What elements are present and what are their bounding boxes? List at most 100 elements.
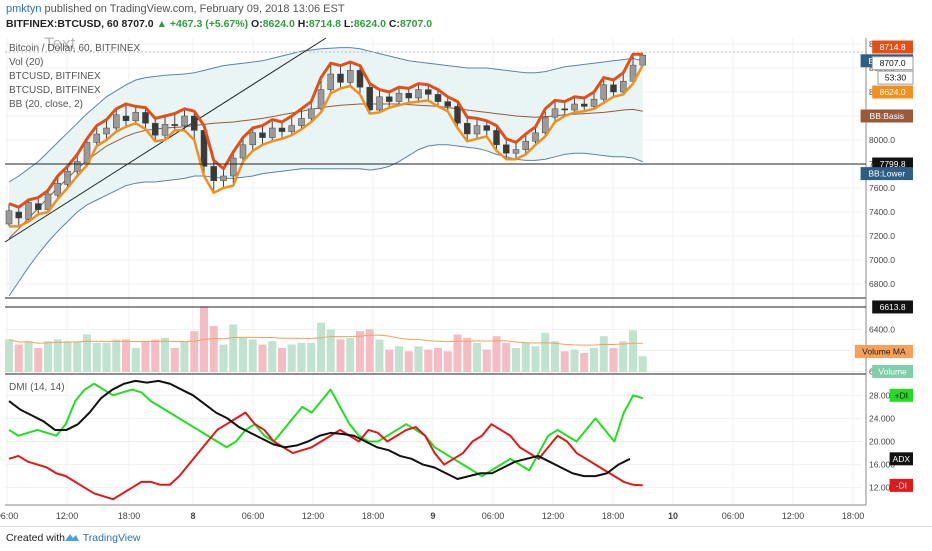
price-axis-label-box <box>872 40 913 54</box>
legend-vol[interactable]: Vol (20) <box>9 57 44 68</box>
price-axis-label: 8707.0 <box>880 58 906 68</box>
candle-body <box>298 118 305 126</box>
volume-bar <box>619 341 628 372</box>
bb-lower-line <box>8 144 643 297</box>
author-link[interactable]: pmktyn <box>6 3 42 15</box>
volume-bar <box>122 339 130 372</box>
volume-bar <box>170 347 179 372</box>
dmi-tick-label: 12.000 <box>869 483 895 493</box>
candle-body <box>434 94 442 102</box>
volume-bar <box>453 334 462 372</box>
volume-bar <box>482 349 491 372</box>
volume-bar <box>34 347 43 372</box>
price-tick-label: 7400.0 <box>869 207 895 217</box>
price-axis-label: BB:Basis <box>870 111 905 121</box>
volume-bar <box>599 336 608 372</box>
close-value: 8707.0 <box>399 18 433 30</box>
candle-body <box>25 202 32 220</box>
candle-body <box>15 211 22 219</box>
volume-bar <box>629 330 637 372</box>
volume-bar <box>44 341 52 372</box>
candle-body <box>220 175 227 182</box>
candle-body <box>161 124 169 136</box>
candle-body <box>503 144 510 154</box>
candle-body <box>425 89 432 95</box>
candle-body <box>376 96 383 111</box>
candle-body <box>317 89 325 110</box>
volume-bar <box>63 341 72 372</box>
candle-body <box>171 124 178 126</box>
candle-body <box>210 166 217 182</box>
legend-dmi[interactable]: DMI (14, 14) <box>9 382 65 393</box>
volume-bar <box>609 347 618 372</box>
volume-bar <box>590 347 598 372</box>
volume-bar <box>297 342 306 372</box>
volume-bar <box>326 329 335 372</box>
price-axis-label: 8624.0 <box>880 87 906 97</box>
candle-body <box>532 132 539 142</box>
candle-body <box>122 115 130 122</box>
price-tick-label: 7000.0 <box>869 255 895 265</box>
volume-bars <box>5 306 647 372</box>
dmi-axis-label: +DI <box>895 390 908 400</box>
legend-symbol[interactable]: Bitcoin / Dollar, 60, BITFINEX <box>9 43 141 54</box>
candle-body <box>44 193 52 210</box>
candle-body <box>64 170 71 185</box>
candle-body <box>395 92 403 102</box>
price-axis-label-box <box>877 70 914 85</box>
price-axis-label-box <box>872 85 913 99</box>
volume-bar <box>570 349 579 372</box>
volume-bar <box>395 346 403 372</box>
candle-body <box>35 203 42 210</box>
volume-ma-line <box>8 334 643 346</box>
cloud-icon <box>65 534 79 541</box>
published-text: published on TradingView.com, February 0… <box>44 3 345 15</box>
legend-bb[interactable]: BB (20, close, 2) <box>9 99 83 110</box>
legend-series-2[interactable]: BTCUSD, BITFINEX <box>9 85 101 96</box>
volume-bar <box>580 352 589 372</box>
candle-body <box>473 125 481 135</box>
high-value: 8714.8 <box>308 18 341 30</box>
volume-bar <box>307 342 316 372</box>
volume-axis-label: Volume <box>878 366 907 376</box>
price-axis-label-box <box>860 167 913 181</box>
candle-body <box>308 108 315 119</box>
volume-bar <box>131 347 140 372</box>
volume-bar <box>492 336 501 372</box>
volume-axis-label-box <box>854 345 913 359</box>
volume-bar <box>83 334 91 372</box>
candle-body <box>278 127 286 132</box>
tradingview-logo[interactable]: TradingView <box>64 532 141 544</box>
candle-body <box>337 73 344 83</box>
volume-bar <box>638 356 647 372</box>
dmi-axis-label: ADX <box>893 454 911 464</box>
dmi-axis-label-box <box>889 388 913 402</box>
x-tick-label: 06:00 <box>242 511 265 521</box>
volume-bar <box>560 351 569 372</box>
candle-body <box>405 92 412 99</box>
bb-basis-line <box>8 103 643 239</box>
low-series-line <box>9 64 644 228</box>
candle-body <box>181 115 188 126</box>
candle-body <box>561 108 568 111</box>
candle-body <box>347 70 354 83</box>
volume-bar <box>5 339 13 372</box>
bb-fill <box>9 47 643 296</box>
candle-body <box>639 54 646 66</box>
bb-upper-line <box>8 47 643 183</box>
footer: Created with TradingView <box>0 526 932 551</box>
symbol-name[interactable]: BITFINEX:BTCUSD, 60 <box>6 18 119 30</box>
x-tick-label: 18:00 <box>842 511 865 521</box>
volume-bar <box>365 329 374 372</box>
legend-series-1[interactable]: BTCUSD, BITFINEX <box>9 71 101 82</box>
x-tick-label: 8 <box>190 511 195 521</box>
price-axis-label-box <box>860 109 913 123</box>
candle-body <box>327 73 334 90</box>
volume-bar <box>92 342 101 372</box>
chart-canvas[interactable]: 06:00 12:00 18:00 8 06:00 12:00 18:00 9 06:00 12:… <box>0 0 932 526</box>
text-watermark: Text <box>44 34 76 53</box>
adx-line <box>8 379 631 481</box>
candle-body <box>230 157 237 177</box>
candle-body <box>288 125 295 132</box>
price-axis-label: 8714.8 <box>880 42 906 52</box>
